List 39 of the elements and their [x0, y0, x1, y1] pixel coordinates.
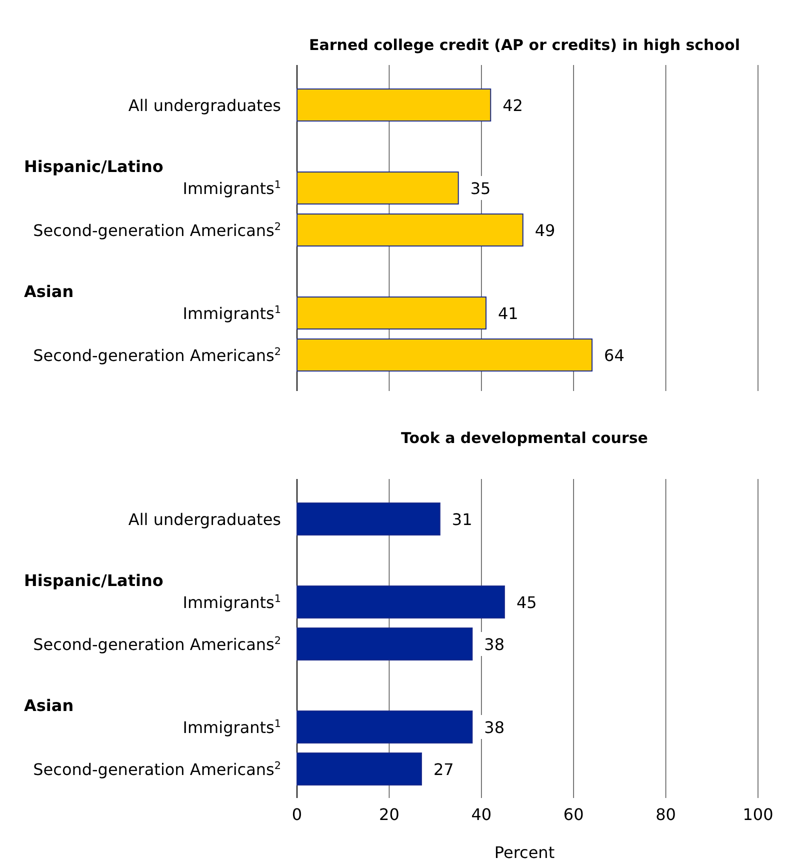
bar	[296, 502, 440, 536]
text: Hispanic/Latino	[24, 571, 164, 590]
x-tick-label: 60	[563, 805, 584, 824]
data-label: 38	[484, 718, 505, 737]
text: Asian	[24, 696, 74, 715]
y-tick-label: Second-generation Americans$^{2}$	[33, 635, 281, 654]
data-label: 31	[452, 510, 472, 529]
x-tick-label: 40	[471, 805, 492, 824]
y-tick-label: Second-generation Americans$^{2}$	[33, 346, 281, 365]
x-axis-title: Percent	[494, 843, 555, 862]
chart-title: Took a developmental course	[401, 429, 648, 447]
x-tick-label: 20	[379, 805, 400, 824]
x-tick-label: 80	[656, 805, 676, 824]
bar	[296, 338, 593, 372]
data-label: 49	[534, 221, 556, 240]
data-label: 27	[433, 760, 454, 779]
x-tick-label: 0	[292, 805, 302, 824]
text: Asian	[24, 282, 74, 301]
y-tick-label: Immigrants$^{1}$	[182, 718, 281, 737]
y-tick-label: Second-generation Americans$^{2}$	[33, 760, 281, 779]
y-tick-label: Immigrants$^{1}$	[182, 179, 281, 198]
bar	[296, 88, 492, 122]
bar	[296, 628, 473, 660]
chart-title: Earned college credit (AP or credits) in high school	[309, 36, 740, 54]
data-label: 45	[516, 593, 537, 612]
x-tick-label: 100	[742, 805, 774, 824]
y-tick-label: Immigrants$^{1}$	[182, 304, 281, 323]
data-label: 38	[484, 635, 505, 654]
data-label: 41	[498, 304, 518, 323]
y-tick-label: Immigrants$^{1}$	[182, 593, 281, 612]
data-label: 35	[470, 179, 491, 198]
text: Hispanic/Latino	[24, 157, 164, 176]
bar	[296, 752, 422, 786]
data-label: 42	[502, 96, 523, 115]
y-tick-label: All undergraduates	[128, 510, 281, 529]
y-tick-label: All undergraduates	[128, 96, 281, 115]
bar	[296, 214, 524, 246]
y-tick-label: Second-generation Americans$^{2}$	[33, 221, 281, 240]
data-label: 64	[604, 346, 624, 365]
